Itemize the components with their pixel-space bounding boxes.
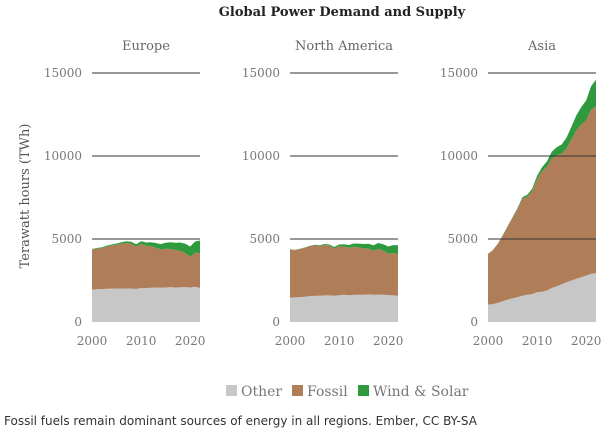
legend: Other Fossil Wind & Solar (226, 384, 469, 400)
figure-caption: Fossil fuels remain dominant sources of … (4, 414, 477, 428)
x-tick-label: 2000 (77, 334, 108, 348)
legend-swatch (358, 385, 369, 396)
legend-swatch (292, 385, 303, 396)
legend-item: Fossil (292, 384, 348, 400)
y-axis-label: Terawatt hours (TWh) (18, 124, 33, 269)
area-other (488, 273, 596, 322)
y-tick-label: 10000 (242, 149, 280, 163)
area-fossil (488, 106, 596, 305)
panel-0: Europe 0 5000 10000 15000 2000 2010 2020 (44, 39, 206, 348)
y-tick-label: 0 (74, 315, 82, 329)
y-tick-label: 5000 (249, 232, 280, 246)
panel-title: Asia (527, 39, 556, 54)
legend-item: Wind & Solar (358, 384, 469, 400)
x-tick-label: 2020 (175, 334, 206, 348)
y-tick-label: 0 (272, 315, 280, 329)
x-tick-label: 2020 (373, 334, 404, 348)
legend-swatch (226, 385, 237, 396)
panel-2: Asia 0 5000 10000 15000 2000 2010 2020 (440, 39, 602, 348)
x-tick-label: 2010 (522, 334, 553, 348)
chart-title: Global Power Demand and Supply (219, 5, 466, 20)
area-wind-solar (290, 243, 398, 255)
x-tick-label: 2010 (126, 334, 157, 348)
area-other (290, 294, 398, 322)
panel-title: North America (295, 39, 393, 54)
y-tick-label: 10000 (440, 149, 478, 163)
y-tick-label: 15000 (44, 66, 82, 80)
y-tick-label: 0 (470, 315, 478, 329)
area-fossil (92, 243, 200, 290)
chart-canvas: Global Power Demand and Supply Terawatt … (18, 5, 602, 400)
x-tick-label: 2010 (324, 334, 355, 348)
area-other (92, 286, 200, 322)
legend-label: Wind & Solar (373, 384, 469, 400)
x-tick-label: 2020 (571, 334, 602, 348)
y-tick-label: 15000 (242, 66, 280, 80)
x-tick-label: 2000 (275, 334, 306, 348)
area-fossil (290, 244, 398, 298)
y-tick-label: 5000 (51, 232, 82, 246)
legend-item: Other (226, 384, 282, 400)
y-tick-label: 15000 (440, 66, 478, 80)
legend-label: Other (241, 384, 282, 400)
panel-1: North America 0 5000 10000 15000 2000 2010 2020 (242, 39, 404, 348)
y-tick-label: 5000 (447, 232, 478, 246)
legend-label: Fossil (307, 384, 348, 400)
area-wind-solar (92, 240, 200, 257)
x-tick-label: 2000 (473, 334, 504, 348)
panel-title: Europe (122, 39, 170, 54)
y-tick-label: 10000 (44, 149, 82, 163)
